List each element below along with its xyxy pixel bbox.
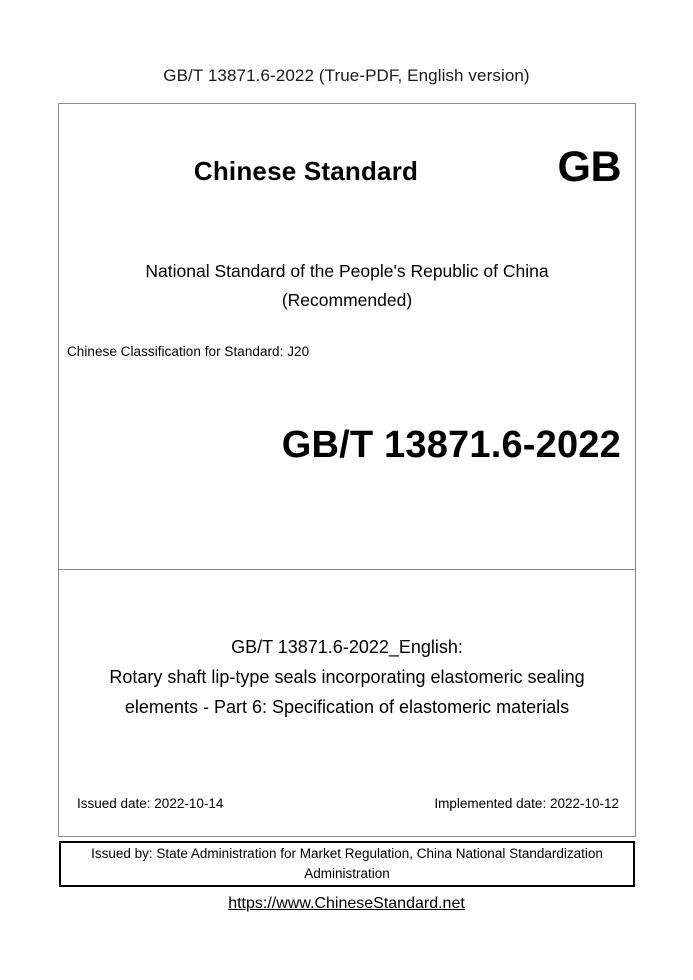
cover-frame: Chinese Standard GB National Standard of… <box>58 103 636 837</box>
classification-code: Chinese Classification for Standard: J20 <box>67 344 310 359</box>
brand-title: Chinese Standard <box>193 156 419 186</box>
date-row: Issued date: 2022-10-14 Implemented date… <box>77 796 619 816</box>
document-caption: GB/T 13871.6-2022 (True-PDF, English ver… <box>163 66 530 85</box>
site-footer: https://www.ChineseStandard.net <box>0 895 693 913</box>
brand-row: Chinese Standard GB <box>59 146 635 202</box>
standard-number: GB/T 13871.6-2022 <box>281 424 621 466</box>
nation-line-2: (Recommended) <box>281 290 413 310</box>
nation-line-1: National Standard of the People's Republ… <box>145 261 549 281</box>
implemented-date: Implemented date: 2022-10-12 <box>434 796 619 811</box>
gb-logo: GB <box>557 143 622 191</box>
issuer-box: Issued by: State Administration for Mark… <box>59 841 635 887</box>
issuer-line-1: Issued by: State Administration for Mark… <box>91 846 603 861</box>
issuer-line-2: Administration <box>304 866 390 881</box>
cover-upper-panel: Chinese Standard GB National Standard of… <box>59 104 635 570</box>
english-title-line-1: Rotary shaft lip-type seals incorporatin… <box>109 667 585 687</box>
issuer-text: Issued by: State Administration for Mark… <box>69 844 625 884</box>
nation-line: National Standard of the People's Republ… <box>59 257 635 315</box>
english-title-label: GB/T 13871.6-2022_English: <box>231 637 463 657</box>
english-title-block: GB/T 13871.6-2022_English: Rotary shaft … <box>67 632 627 722</box>
cover-lower-panel: GB/T 13871.6-2022_English: Rotary shaft … <box>59 570 635 836</box>
site-url-link[interactable]: https://www.ChineseStandard.net <box>228 895 465 912</box>
issued-date: Issued date: 2022-10-14 <box>77 796 224 811</box>
english-title-line-2: elements - Part 6: Specification of elas… <box>124 697 570 717</box>
